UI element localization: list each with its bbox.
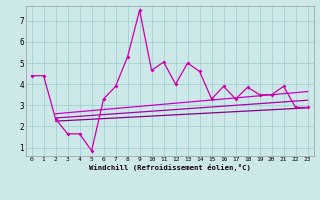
X-axis label: Windchill (Refroidissement éolien,°C): Windchill (Refroidissement éolien,°C)	[89, 164, 251, 171]
